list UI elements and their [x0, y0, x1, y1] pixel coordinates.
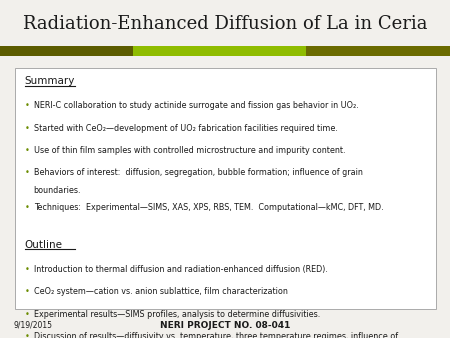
Text: 9/19/2015: 9/19/2015 — [14, 321, 53, 330]
Text: Radiation-Enhanced Diffusion of La in Ceria: Radiation-Enhanced Diffusion of La in Ce… — [23, 15, 427, 33]
Text: •: • — [25, 203, 30, 212]
Text: •: • — [25, 265, 30, 274]
Text: •: • — [25, 287, 30, 296]
Bar — [133, 46, 306, 56]
Text: Introduction to thermal diffusion and radiation-enhanced diffusion (RED).: Introduction to thermal diffusion and ra… — [34, 265, 328, 274]
Bar — [0, 46, 133, 56]
Text: Behaviors of interest:  diffusion, segregation, bubble formation; influence of g: Behaviors of interest: diffusion, segreg… — [34, 168, 363, 177]
Text: Outline: Outline — [25, 240, 63, 250]
Text: •: • — [25, 124, 30, 133]
Text: Discussion of results—diffusivity vs. temperature, three temperature regimes, in: Discussion of results—diffusivity vs. te… — [34, 332, 398, 338]
Bar — [15, 68, 436, 309]
Text: NERI-C collaboration to study actinide surrogate and fission gas behavior in UO₂: NERI-C collaboration to study actinide s… — [34, 101, 359, 111]
Text: Experimental results—SIMS profiles, analysis to determine diffusivities.: Experimental results—SIMS profiles, anal… — [34, 310, 320, 319]
Text: Use of thin film samples with controlled microstructure and impurity content.: Use of thin film samples with controlled… — [34, 146, 345, 155]
Text: •: • — [25, 168, 30, 177]
Text: Started with CeO₂—development of UO₂ fabrication facilities required time.: Started with CeO₂—development of UO₂ fab… — [34, 124, 338, 133]
Text: •: • — [25, 310, 30, 319]
Text: boundaries.: boundaries. — [34, 186, 81, 195]
Bar — [306, 46, 450, 56]
Text: Summary: Summary — [25, 76, 75, 86]
Text: Techniques:  Experimental—SIMS, XAS, XPS, RBS, TEM.  Computational—kMC, DFT, MD.: Techniques: Experimental—SIMS, XAS, XPS,… — [34, 203, 383, 212]
Text: CeO₂ system—cation vs. anion sublattice, film characterization: CeO₂ system—cation vs. anion sublattice,… — [34, 287, 288, 296]
Text: NERI PROJECT NO. 08-041: NERI PROJECT NO. 08-041 — [160, 321, 290, 330]
Text: •: • — [25, 332, 30, 338]
Text: •: • — [25, 146, 30, 155]
Text: •: • — [25, 101, 30, 111]
